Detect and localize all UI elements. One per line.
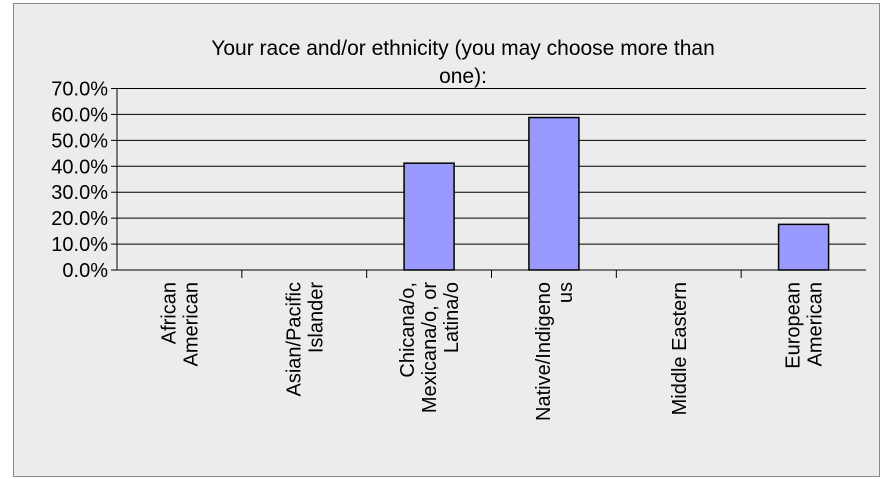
category-label-line: Chicana/o,	[397, 282, 419, 378]
category-label-line: Mexicana/o, or	[419, 282, 441, 414]
category-label: Asian/Pacific Islander	[283, 282, 327, 397]
y-tick-label: 50.0%	[51, 130, 108, 152]
category-label: Native/Indigeno us	[533, 282, 577, 421]
category-label-line: Middle Eastern	[669, 282, 691, 415]
category-label-line: European	[783, 282, 805, 369]
y-tick-label: 10.0%	[51, 234, 108, 256]
category-label-line: us	[555, 282, 577, 303]
chart-title-line-2: one):	[439, 65, 487, 88]
category-label-line: American	[805, 282, 827, 366]
y-tick-label: 40.0%	[51, 156, 108, 178]
chart-title: Your race and/or ethnicity (you may choo…	[211, 37, 715, 88]
category-label: European American	[783, 282, 827, 369]
y-tick-label: 70.0%	[51, 79, 108, 101]
gridlines	[117, 88, 866, 271]
category-label-line: Islander	[305, 282, 327, 353]
category-label-line: African	[158, 282, 180, 344]
category-label-line: Asian/Pacific	[283, 282, 305, 397]
y-tick-label: 60.0%	[51, 104, 108, 126]
y-tick-label: 30.0%	[51, 182, 108, 204]
category-label-line: American	[180, 282, 202, 366]
y-tick-label: 0.0%	[62, 260, 108, 282]
y-tick-label: 20.0%	[51, 208, 108, 230]
bar	[528, 116, 580, 271]
chart-title-line-1: Your race and/or ethnicity (you may choo…	[211, 37, 715, 60]
category-label-line: Latina/o	[441, 282, 463, 353]
category-label: Chicana/o, Mexicana/o, or Latina/o	[397, 282, 463, 414]
category-label: Middle Eastern	[669, 282, 691, 415]
bar	[403, 162, 455, 271]
category-label-line: Native/Indigeno	[533, 282, 555, 421]
bar	[777, 223, 830, 271]
y-axis: 0.0% 10.0% 20.0% 30.0% 40.0% 50.0% 60.0% 70.0%	[51, 79, 118, 282]
bars	[403, 116, 830, 271]
x-axis: African American Asian/Pacific Islander Chic…	[117, 269, 866, 421]
category-label: African American	[158, 282, 202, 366]
